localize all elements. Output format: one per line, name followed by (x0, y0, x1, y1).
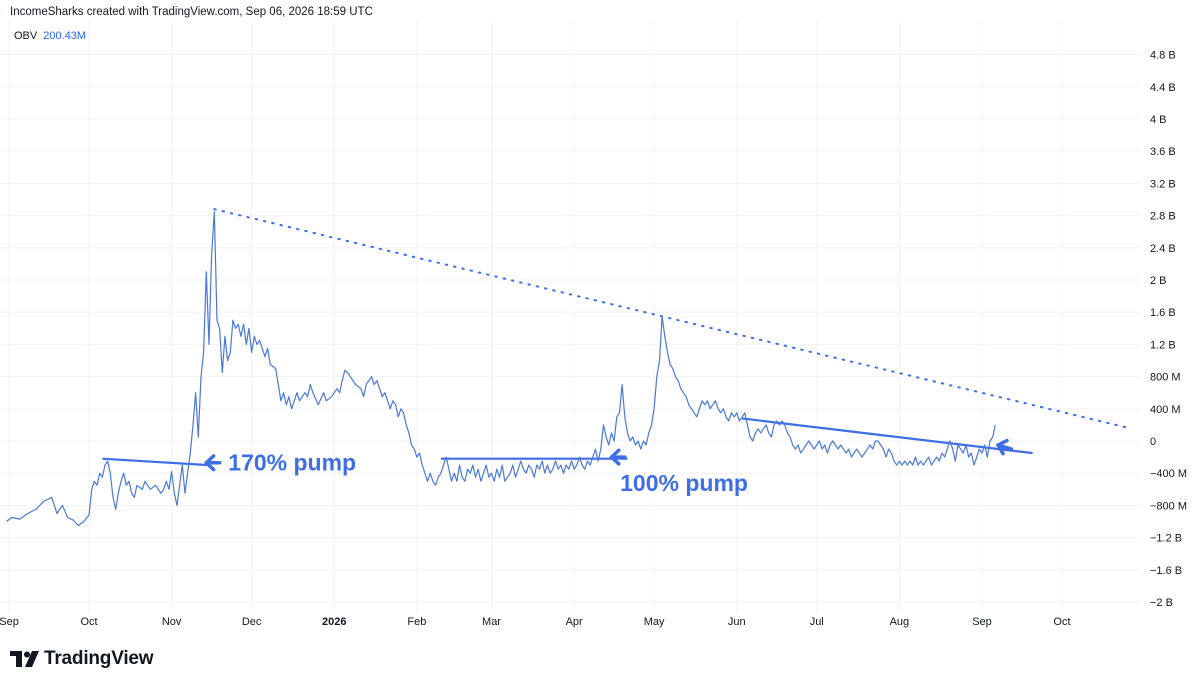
x-axis[interactable]: Sep Oct Nov Dec 2026 Feb Mar Apr May Jun Jul Aug Sep… (0, 616, 1071, 628)
y-tick-label: 1.2 B (1150, 339, 1176, 351)
y-tick-label: −2 B (1150, 597, 1173, 609)
x-tick-label: Jun (728, 616, 746, 628)
y-tick-label: 4.8 B (1150, 50, 1176, 62)
tradingview-logo[interactable]: TradingView (10, 648, 154, 670)
dotted-trendline (213, 208, 1127, 429)
y-tick-label: 800 M (1150, 372, 1181, 384)
y-tick-label: 2 B (1150, 275, 1167, 287)
arrow-annotation (204, 454, 222, 472)
y-tick-label: 400 M (1150, 404, 1181, 416)
y-tick-label: 4 B (1150, 114, 1167, 126)
obv-series-line (6, 211, 996, 527)
arrow-annotations (204, 438, 1014, 472)
y-tick-label: −1.6 B (1150, 565, 1182, 577)
x-tick-label: Dec (242, 616, 262, 628)
y-tick-label: 4.4 B (1150, 82, 1176, 94)
x-tick-label: Sep (0, 616, 19, 628)
x-tick-label: Oct (1053, 616, 1070, 628)
x-tick-label: Feb (407, 616, 426, 628)
y-tick-label: −400 M (1150, 468, 1187, 480)
y-tick-label: 3.6 B (1150, 146, 1176, 158)
pump-annotation-text: 170% pump (228, 450, 356, 476)
chart-credit: IncomeSharks created with TradingView.co… (10, 6, 373, 18)
y-tick-label: 2.4 B (1150, 243, 1176, 255)
y-tick-label: 3.2 B (1150, 178, 1176, 190)
x-tick-label: Nov (162, 616, 182, 628)
y-tick-label: 2.8 B (1150, 211, 1176, 223)
x-tick-label: Apr (566, 616, 583, 628)
indicator-name: OBV (14, 30, 38, 42)
tradingview-brand: TradingView (44, 648, 154, 669)
y-tick-label: −800 M (1150, 500, 1187, 512)
y-tick-label: 1.6 B (1150, 307, 1176, 319)
tradingview-logo-icon (10, 651, 39, 667)
x-tick-label: Jul (810, 616, 824, 628)
x-tick-label: Aug (890, 616, 910, 628)
text-annotations: 170% pump 100% pump (228, 450, 748, 496)
support-trendline (102, 457, 210, 467)
indicator-value: 200.43M (43, 30, 87, 42)
x-tick-label: Oct (80, 616, 97, 628)
y-axis[interactable]: 4.8 B 4.4 B 4 B 3.6 B 3.2 B 2.8 B 2.4 B 2 B 1.6 … (1150, 50, 1187, 609)
x-tick-label: May (644, 616, 665, 628)
y-tick-label: 0 (1150, 436, 1156, 448)
x-tick-label: Sep (972, 616, 992, 628)
x-tick-label: 2026 (322, 616, 346, 628)
y-tick-label: −1.2 B (1150, 533, 1182, 545)
indicator-legend[interactable]: OBV 200.43M (14, 30, 86, 42)
x-tick-label: Mar (482, 616, 501, 628)
arrow-annotation (996, 438, 1014, 456)
grid (0, 22, 1140, 612)
arrow-annotation (609, 448, 627, 466)
series-layer (6, 211, 996, 527)
pump-annotation-text: 100% pump (620, 470, 748, 496)
